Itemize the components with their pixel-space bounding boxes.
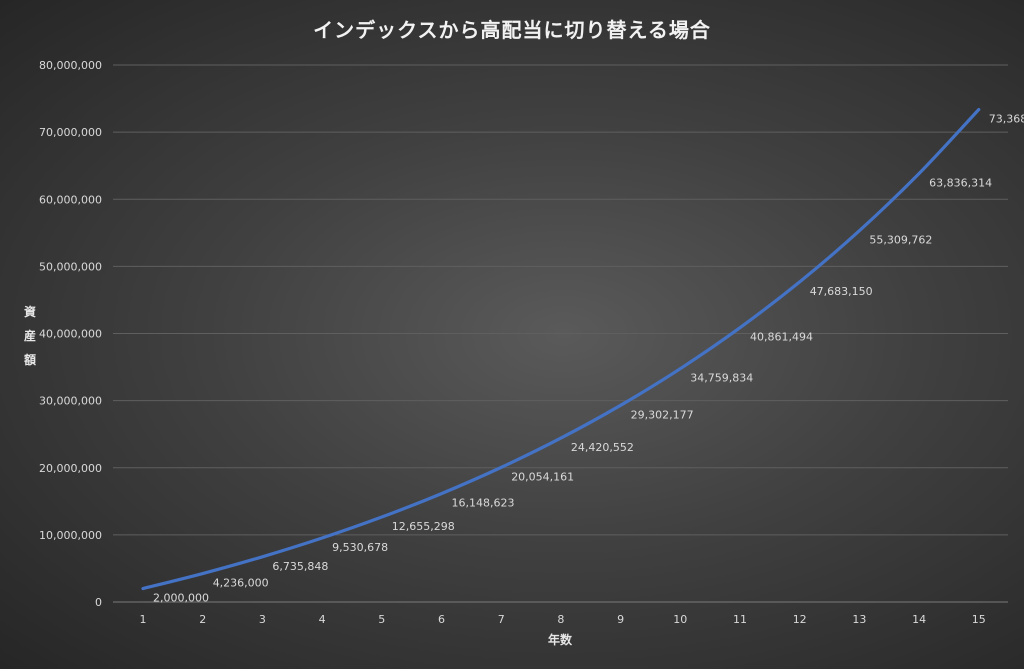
x-tick-label: 7 <box>498 613 505 626</box>
y-tick-label: 30,000,000 <box>39 395 102 408</box>
series-line <box>141 107 981 591</box>
y-axis-title: 資産額 <box>20 300 40 372</box>
x-tick-label: 4 <box>319 613 326 626</box>
data-label: 4,236,000 <box>213 577 269 590</box>
x-tick-label: 9 <box>617 613 624 626</box>
y-axis-title-char: 額 <box>23 353 36 367</box>
x-tick-label: 3 <box>259 613 266 626</box>
y-tick-label: 60,000,000 <box>39 193 102 206</box>
x-axis-title: 年数 <box>547 633 572 647</box>
data-label: 2,000,000 <box>153 592 209 605</box>
data-label: 55,309,762 <box>869 234 932 247</box>
y-axis-title-char: 産 <box>23 329 36 343</box>
data-label: 73,368,999 <box>989 113 1024 126</box>
y-tick-label: 20,000,000 <box>39 462 102 475</box>
data-label: 63,836,314 <box>929 176 992 189</box>
data-label: 16,148,623 <box>452 497 515 510</box>
y-tick-label: 70,000,000 <box>39 126 102 139</box>
y-axis-title-char: 資 <box>23 305 36 319</box>
chart-title: インデックスから高配当に切り替える場合 <box>313 18 711 42</box>
x-tick-label: 10 <box>673 613 687 626</box>
x-tick-label: 1 <box>140 613 147 626</box>
x-tick-label: 6 <box>438 613 445 626</box>
x-tick-label: 5 <box>378 613 385 626</box>
x-tick-label: 13 <box>852 613 866 626</box>
data-label: 6,735,848 <box>272 560 328 573</box>
y-tick-label: 50,000,000 <box>39 260 102 273</box>
y-tick-label: 40,000,000 <box>39 328 102 341</box>
data-label: 29,302,177 <box>631 408 694 421</box>
data-label: 34,759,834 <box>690 372 753 385</box>
data-label: 12,655,298 <box>392 520 455 533</box>
data-label: 20,054,161 <box>511 470 574 483</box>
x-tick-label: 15 <box>972 613 986 626</box>
y-tick-label: 10,000,000 <box>39 529 102 542</box>
x-tick-label: 12 <box>793 613 807 626</box>
x-tick-label: 14 <box>912 613 926 626</box>
data-label: 47,683,150 <box>810 285 873 298</box>
x-tick-label: 11 <box>733 613 747 626</box>
x-tick-label: 8 <box>557 613 564 626</box>
data-label: 24,420,552 <box>571 441 634 454</box>
x-tick-label: 2 <box>199 613 206 626</box>
y-axis-title-text: 資産額 <box>20 300 40 372</box>
data-label: 9,530,678 <box>332 541 388 554</box>
y-tick-label: 80,000,000 <box>39 59 102 72</box>
data-label: 40,861,494 <box>750 331 813 344</box>
y-tick-label: 0 <box>95 596 102 609</box>
